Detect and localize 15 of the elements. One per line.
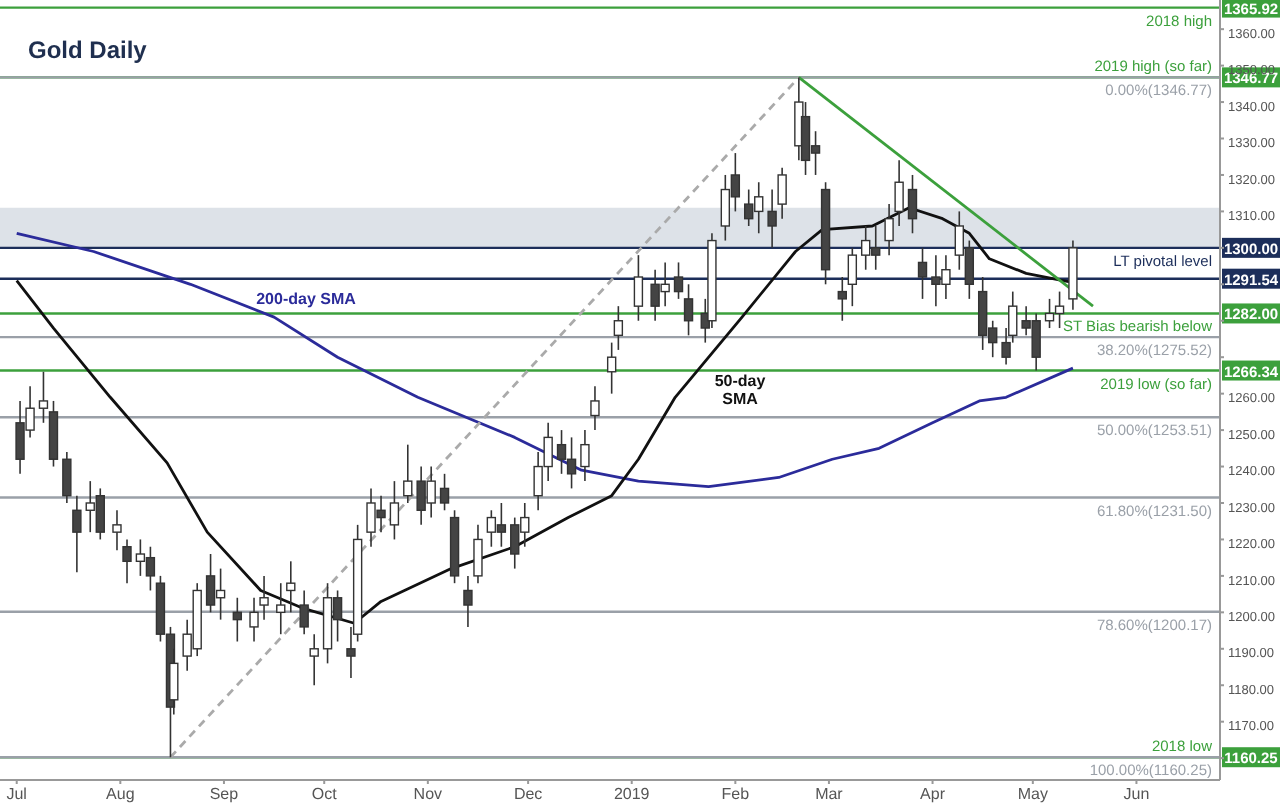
x-tick-label: Oct bbox=[311, 785, 339, 804]
x-tick-label: Dec bbox=[513, 785, 543, 804]
x-tick-label: May bbox=[1017, 785, 1048, 804]
x-tick-label: Jun bbox=[1123, 785, 1150, 804]
x-tick-label: Mar bbox=[815, 785, 844, 804]
x-tick-label: 2019 bbox=[613, 785, 651, 804]
x-tick-label: Jul bbox=[6, 785, 28, 804]
x-tick-label: Aug bbox=[106, 785, 135, 804]
x-tick-label: Sep bbox=[209, 785, 240, 804]
x-tick-label: Nov bbox=[413, 785, 443, 804]
annotation: 200-day SMA bbox=[254, 290, 358, 308]
x-tick-label: Feb bbox=[721, 785, 751, 804]
text: Gold Daily bbox=[28, 36, 147, 64]
annotation: 50-day SMA bbox=[712, 372, 768, 408]
x-tick-label: Apr bbox=[920, 785, 946, 804]
